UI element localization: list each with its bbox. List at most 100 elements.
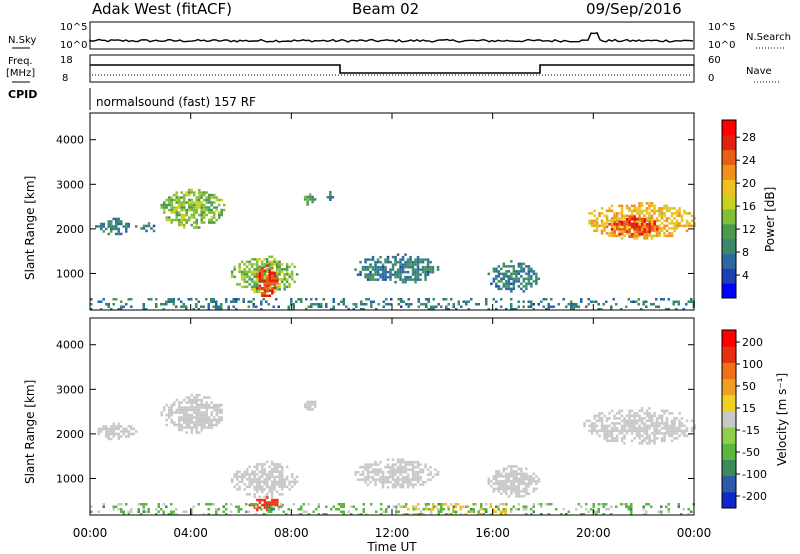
heatmap-cell: [429, 473, 432, 476]
heatmap-cell: [285, 265, 289, 269]
heatmap-cell: [215, 308, 218, 311]
heatmap-cell: [630, 424, 634, 428]
heatmap-cell: [505, 265, 508, 268]
heatmap-cell: [193, 423, 196, 427]
heatmap-cell: [426, 473, 430, 476]
heatmap-cell: [312, 510, 315, 513]
heatmap-cell: [625, 422, 629, 425]
heatmap-cell: [270, 473, 274, 476]
heatmap-cell: [427, 300, 430, 303]
heatmap-cell: [640, 442, 644, 445]
heatmap-cell: [198, 206, 201, 209]
colorbar-tick-label: 15: [742, 402, 756, 415]
heatmap-cell: [421, 270, 425, 274]
heatmap-cell: [172, 513, 175, 516]
heatmap-cell: [366, 278, 370, 281]
heatmap-cell: [122, 430, 125, 433]
colorbar-tick-label: 100: [742, 358, 763, 371]
heatmap-cell: [100, 308, 103, 311]
heatmap-cell: [633, 424, 636, 428]
heatmap-cell: [255, 465, 259, 469]
heatmap-cell: [374, 268, 377, 271]
heatmap-cell: [207, 508, 210, 511]
heatmap-cell: [638, 437, 641, 440]
heatmap-cell: [394, 463, 397, 466]
heatmap-cell: [628, 427, 631, 430]
heatmap-cell: [502, 508, 505, 511]
heatmap-cell: [595, 513, 598, 516]
heatmap-cell: [625, 232, 629, 235]
heatmap-cell: [645, 225, 649, 228]
heatmap-cell: [647, 503, 650, 506]
heatmap-cell: [278, 263, 281, 266]
heatmap-cell: [580, 505, 583, 508]
heatmap-cell: [532, 477, 536, 481]
heatmap-cell: [362, 508, 365, 511]
heatmap-cell: [633, 419, 636, 423]
colorbar-swatch: [722, 283, 736, 299]
heatmap-cell: [675, 432, 679, 435]
heatmap-cell: [376, 258, 380, 261]
heatmap-cell: [404, 470, 407, 474]
heatmap-cell: [396, 483, 400, 486]
heatmap-cell: [618, 224, 621, 228]
heatmap-cell: [329, 191, 332, 194]
heatmap-cell: [615, 434, 619, 438]
heatmap-cell: [396, 268, 400, 271]
heatmap-cell: [595, 419, 599, 423]
heatmap-cell: [197, 308, 200, 311]
heatmap-cell: [263, 506, 267, 509]
heatmap-cell: [359, 478, 362, 481]
heatmap-cell: [267, 303, 270, 306]
heatmap-cell: [495, 475, 498, 478]
heatmap-cell: [497, 505, 500, 508]
heatmap-cell: [665, 217, 669, 220]
heatmap-cell: [203, 208, 206, 212]
heatmap-cell: [396, 468, 400, 471]
heatmap-cell: [180, 206, 183, 209]
heatmap-cell: [342, 505, 345, 508]
heatmap-cell: [399, 273, 402, 276]
heatmap-cell: [367, 298, 370, 301]
heatmap-cell: [243, 285, 246, 289]
heatmap-cell: [258, 498, 262, 502]
heatmap-cell: [115, 225, 118, 228]
heatmap-cell: [275, 480, 279, 484]
heatmap-cell: [384, 265, 387, 269]
heatmap-cell: [107, 232, 110, 236]
heatmap-cell: [394, 473, 397, 476]
heatmap-cell: [155, 513, 158, 516]
heatmap-cell: [482, 508, 485, 511]
heatmap-cell: [532, 480, 536, 483]
heatmap-cell: [384, 475, 387, 479]
heatmap-cell: [425, 298, 428, 301]
nsearch-label: N.Search: [746, 32, 791, 43]
heatmap-cell: [173, 421, 176, 424]
heatmap-cell: [688, 222, 691, 225]
heatmap-cell: [680, 219, 684, 223]
heatmap-cell: [648, 202, 651, 205]
heatmap-cell: [665, 424, 669, 428]
heatmap-cell: [210, 406, 213, 409]
heatmap-cell: [627, 298, 630, 301]
heatmap-cell: [178, 426, 181, 429]
heatmap-cell: [266, 289, 269, 292]
heatmap-cell: [273, 468, 276, 471]
heatmap-cell: [268, 465, 271, 469]
heatmap-cell: [590, 219, 594, 223]
heatmap-cell: [180, 418, 183, 422]
heatmap-cell: [295, 475, 299, 479]
heatmap-cell: [250, 258, 254, 261]
heatmap-cell: [500, 475, 503, 478]
heatmap-cell: [660, 227, 664, 230]
heatmap-cell: [663, 224, 666, 228]
heatmap-cell: [160, 508, 163, 511]
heatmap-cell: [427, 503, 430, 506]
heatmap-cell: [396, 253, 400, 256]
heatmap-cell: [297, 508, 300, 511]
heatmap-cell: [364, 468, 367, 471]
heatmap-cell: [278, 283, 281, 286]
heatmap-cell: [270, 470, 274, 474]
heatmap-cell: [380, 513, 383, 516]
heatmap-cell: [342, 503, 345, 506]
